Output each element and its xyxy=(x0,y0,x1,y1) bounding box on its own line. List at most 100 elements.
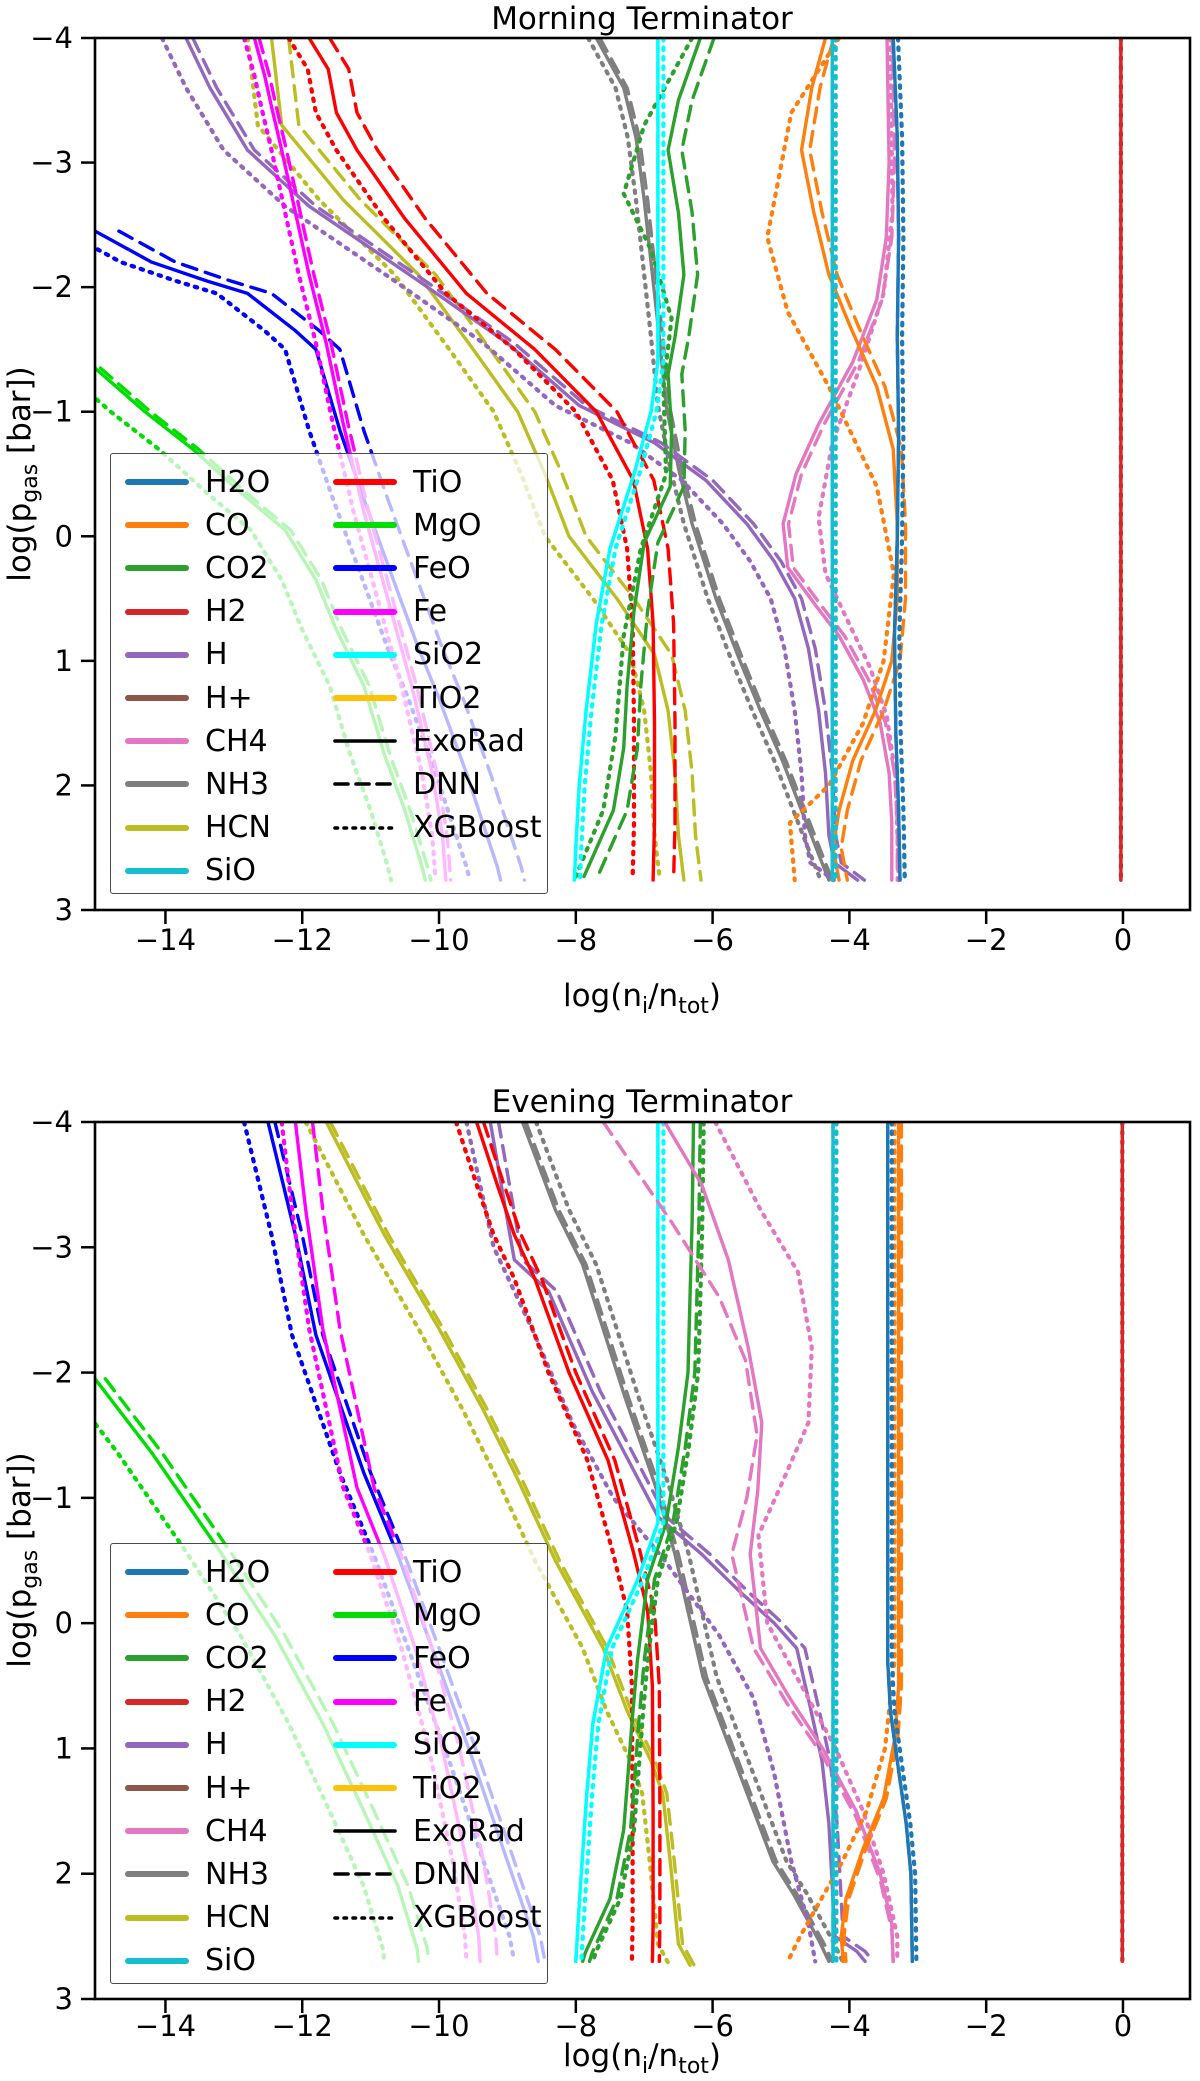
x-tick-label: −12 xyxy=(272,2009,333,2043)
curve-hcn-xgboost xyxy=(303,1122,672,1968)
legend-label: CO2 xyxy=(205,550,269,586)
exorad-linestyle-icon xyxy=(333,739,397,743)
curve-hcn-exorad xyxy=(324,1122,692,1967)
legend-label: ExoRad xyxy=(413,1813,525,1849)
legend-item-sio2: SiO2 xyxy=(333,635,483,675)
legend-label: SiO xyxy=(205,1943,256,1979)
curve-sio2-xgboost xyxy=(579,1122,666,1964)
curve-tio-dnn xyxy=(327,38,677,882)
x-tick-label: −2 xyxy=(965,923,1008,957)
legend-label: DNN xyxy=(413,766,481,802)
curve-tio-xgboost xyxy=(286,38,637,883)
dnn-linestyle-icon xyxy=(333,782,397,787)
x-tick-label: −10 xyxy=(408,923,469,957)
legend-item-sio: SiO xyxy=(125,851,256,891)
legend-item-sio: SiO xyxy=(125,1941,256,1981)
legend-item-feo: FeO xyxy=(333,1638,471,1678)
y-tick-label: −3 xyxy=(30,146,73,180)
legend-item-xgboost: XGBoost xyxy=(333,808,541,848)
curve-ch4-dnn xyxy=(786,38,899,882)
y-tick-label: 3 xyxy=(55,893,73,927)
color-swatch-sio xyxy=(125,1957,189,1964)
x-tick-label: −6 xyxy=(691,923,734,957)
y-tick-label: 2 xyxy=(55,1857,73,1891)
color-swatch-nh3 xyxy=(125,781,189,788)
legend-label: TiO xyxy=(413,1554,463,1590)
legend-item-h2: H2 xyxy=(125,592,247,632)
curve-co-xgboost xyxy=(765,38,896,883)
legend-item-dnn: DNN xyxy=(333,1854,481,1894)
curve-nh3-dnn xyxy=(524,1122,834,1964)
color-swatch-hcn xyxy=(125,1914,189,1921)
curve-h-exorad xyxy=(184,38,860,882)
curve-sio2-exorad xyxy=(572,38,660,882)
legend-label: MgO xyxy=(413,1597,482,1633)
curve-hcn-dnn xyxy=(328,1122,696,1967)
y-tick-label: 0 xyxy=(55,519,73,553)
curve-sio2-exorad xyxy=(574,1122,660,1964)
color-swatch-tio2 xyxy=(333,1785,397,1791)
x-tick-label: −4 xyxy=(828,923,871,957)
legend-label: HCN xyxy=(205,1900,271,1936)
legend-item-h: H xyxy=(125,635,228,675)
curve-hcn-dnn xyxy=(286,38,703,882)
legend-item-hcn: HCN xyxy=(125,1898,271,1938)
legend-item-hplus: H+ xyxy=(125,1768,253,1808)
legend-label: TiO xyxy=(413,464,463,500)
curve-h-dnn xyxy=(496,1122,875,1964)
curve-nh3-exorad xyxy=(520,1122,831,1964)
y-tick-label: 1 xyxy=(55,644,73,678)
curve-co-exorad xyxy=(839,1122,901,1964)
legend-item-feo: FeO xyxy=(333,548,471,588)
color-swatch-tio xyxy=(333,479,397,485)
y-tick-label: 0 xyxy=(55,1606,73,1640)
color-swatch-fe xyxy=(333,1698,397,1705)
panel-evening-frame xyxy=(93,1120,1192,2001)
legend-item-h2o: H2O xyxy=(125,1552,270,1592)
curve-fe-dnn xyxy=(257,38,453,882)
legend-label: HCN xyxy=(205,810,271,846)
legend-label: H2O xyxy=(205,464,271,500)
legend-label: Fe xyxy=(413,594,448,630)
legend-item-ch4: CH4 xyxy=(125,1811,268,1851)
legend-label: DNN xyxy=(413,1856,481,1892)
color-swatch-sio xyxy=(125,867,189,874)
legend-label: CO2 xyxy=(205,1640,269,1676)
x-tick-label: −12 xyxy=(272,923,333,957)
legend-item-xgboost: XGBoost xyxy=(333,1898,541,1938)
color-swatch-hplus xyxy=(125,695,189,701)
color-swatch-co xyxy=(125,1612,189,1619)
y-tick-label: 2 xyxy=(55,768,73,802)
curve-tio-dnn xyxy=(481,1122,662,1964)
panel-morning-ylabel: log(pgas [bar]) xyxy=(2,366,43,582)
color-swatch-hcn xyxy=(125,824,189,831)
curve-co-exorad xyxy=(799,38,899,882)
x-tick-label: −14 xyxy=(135,2009,196,2043)
x-tick-label: 0 xyxy=(1114,2009,1132,2043)
legend-label: CO xyxy=(205,507,250,543)
legend-label: NH3 xyxy=(205,1856,270,1892)
curve-co2-dnn xyxy=(596,38,716,879)
legend-item-ch4: CH4 xyxy=(125,721,268,761)
color-swatch-h2o xyxy=(125,1569,189,1575)
curve-co2-exorad xyxy=(582,38,702,879)
legend-label: H2O xyxy=(205,1554,271,1590)
legend-item-tio: TiO xyxy=(333,1552,462,1592)
curve-ch4-exorad xyxy=(781,38,894,882)
legend-item-co: CO xyxy=(125,1595,250,1635)
legend-morning: H2O CO CO2 H2 H H+ CH4 NH3 HCN SiO TiO MgO FeO Fe SiO2… xyxy=(110,453,548,894)
color-swatch-feo xyxy=(333,565,397,572)
legend-label: CH4 xyxy=(205,1813,268,1849)
color-swatch-h xyxy=(125,651,189,658)
curve-nh3-exorad xyxy=(594,38,831,882)
legend-label: H2 xyxy=(205,594,247,630)
legend-item-sio2: SiO2 xyxy=(333,1725,483,1765)
y-tick-label: −2 xyxy=(30,1356,73,1390)
legend-label: SiO2 xyxy=(413,1727,484,1763)
color-swatch-mgo xyxy=(333,1612,397,1619)
legend-item-mgo: MgO xyxy=(333,1595,482,1635)
legend-item-co2: CO2 xyxy=(125,548,269,588)
legend-label: H+ xyxy=(205,680,253,716)
